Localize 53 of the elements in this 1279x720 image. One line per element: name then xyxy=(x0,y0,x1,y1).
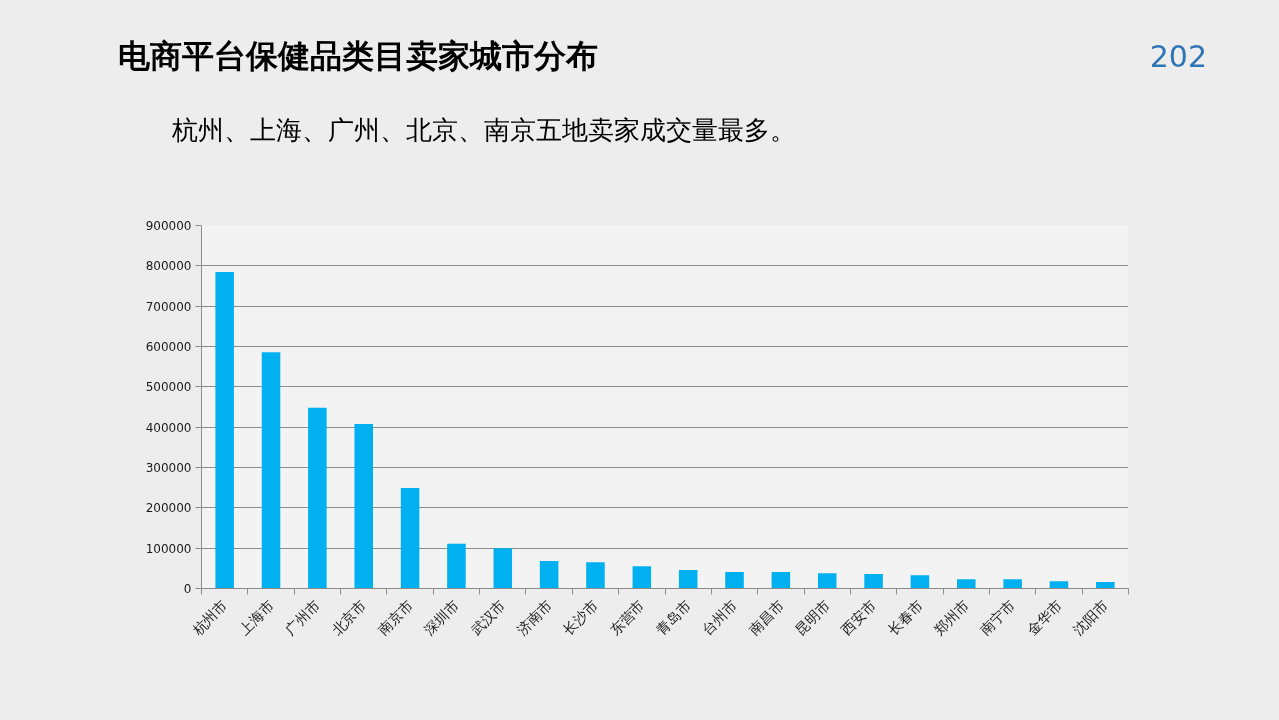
bar xyxy=(957,579,976,589)
bar xyxy=(632,566,652,589)
chart-title: 电商平台保健品类目卖家城市分布 xyxy=(118,36,598,76)
x-tick-label: 金华市 xyxy=(1023,596,1065,638)
x-tick-label: 昆明市 xyxy=(791,596,833,638)
x-tick-label: 南宁市 xyxy=(977,596,1019,638)
bar xyxy=(725,571,744,589)
bar xyxy=(1049,581,1069,589)
bar xyxy=(215,271,234,589)
chart-subtitle: 杭州、上海、广州、北京、南京五地卖家成交量最多。 xyxy=(172,114,796,147)
y-tick-label: 700000 xyxy=(145,299,192,314)
x-tick-label: 东营市 xyxy=(606,596,648,638)
y-tick-label: 400000 xyxy=(145,420,192,435)
x-tick-label: 西安市 xyxy=(838,596,880,638)
bar xyxy=(864,573,883,589)
x-tick-label: 深圳市 xyxy=(421,596,463,638)
x-tick-label: 南京市 xyxy=(374,596,416,638)
bar xyxy=(493,548,513,589)
x-tick-label: 沈阳市 xyxy=(1069,596,1111,638)
bar xyxy=(910,575,930,589)
x-tick-label: 武汉市 xyxy=(467,596,509,638)
bar xyxy=(817,573,837,589)
x-tick-label: 台州市 xyxy=(699,596,741,638)
y-tick-label: 200000 xyxy=(145,501,192,516)
bar xyxy=(678,569,698,589)
y-tick-label: 600000 xyxy=(145,340,192,354)
y-tick-label: 500000 xyxy=(145,380,192,395)
bar xyxy=(771,571,791,589)
bar xyxy=(261,352,281,589)
bar xyxy=(539,561,559,589)
x-tick-label: 南昌市 xyxy=(745,596,787,638)
text: 202 xyxy=(1149,39,1207,75)
bar xyxy=(586,562,605,589)
x-tick-label: 杭州市 xyxy=(188,596,231,639)
y-tick-label: 300000 xyxy=(145,461,192,475)
x-tick-label: 长春市 xyxy=(884,596,926,638)
y-tick-label: 0 xyxy=(183,582,192,596)
x-tick-label: 郑州市 xyxy=(930,596,972,638)
x-tick-label: 济南市 xyxy=(513,596,555,638)
x-tick-label: 广州市 xyxy=(282,596,324,638)
x-tick-label: 长沙市 xyxy=(560,596,602,638)
x-tick-label: 上海市 xyxy=(235,596,277,638)
bar xyxy=(1003,579,1022,589)
y-tick-label: 100000 xyxy=(145,541,192,556)
bar xyxy=(447,543,466,589)
bar xyxy=(1096,582,1115,589)
bar xyxy=(354,423,373,589)
y-tick-label: 900000 xyxy=(145,219,192,233)
x-tick-label: 青岛市 xyxy=(652,596,694,638)
bar xyxy=(308,407,327,589)
y-tick-label: 800000 xyxy=(145,259,192,274)
x-tick-label: 北京市 xyxy=(328,596,370,638)
bar xyxy=(400,488,420,589)
